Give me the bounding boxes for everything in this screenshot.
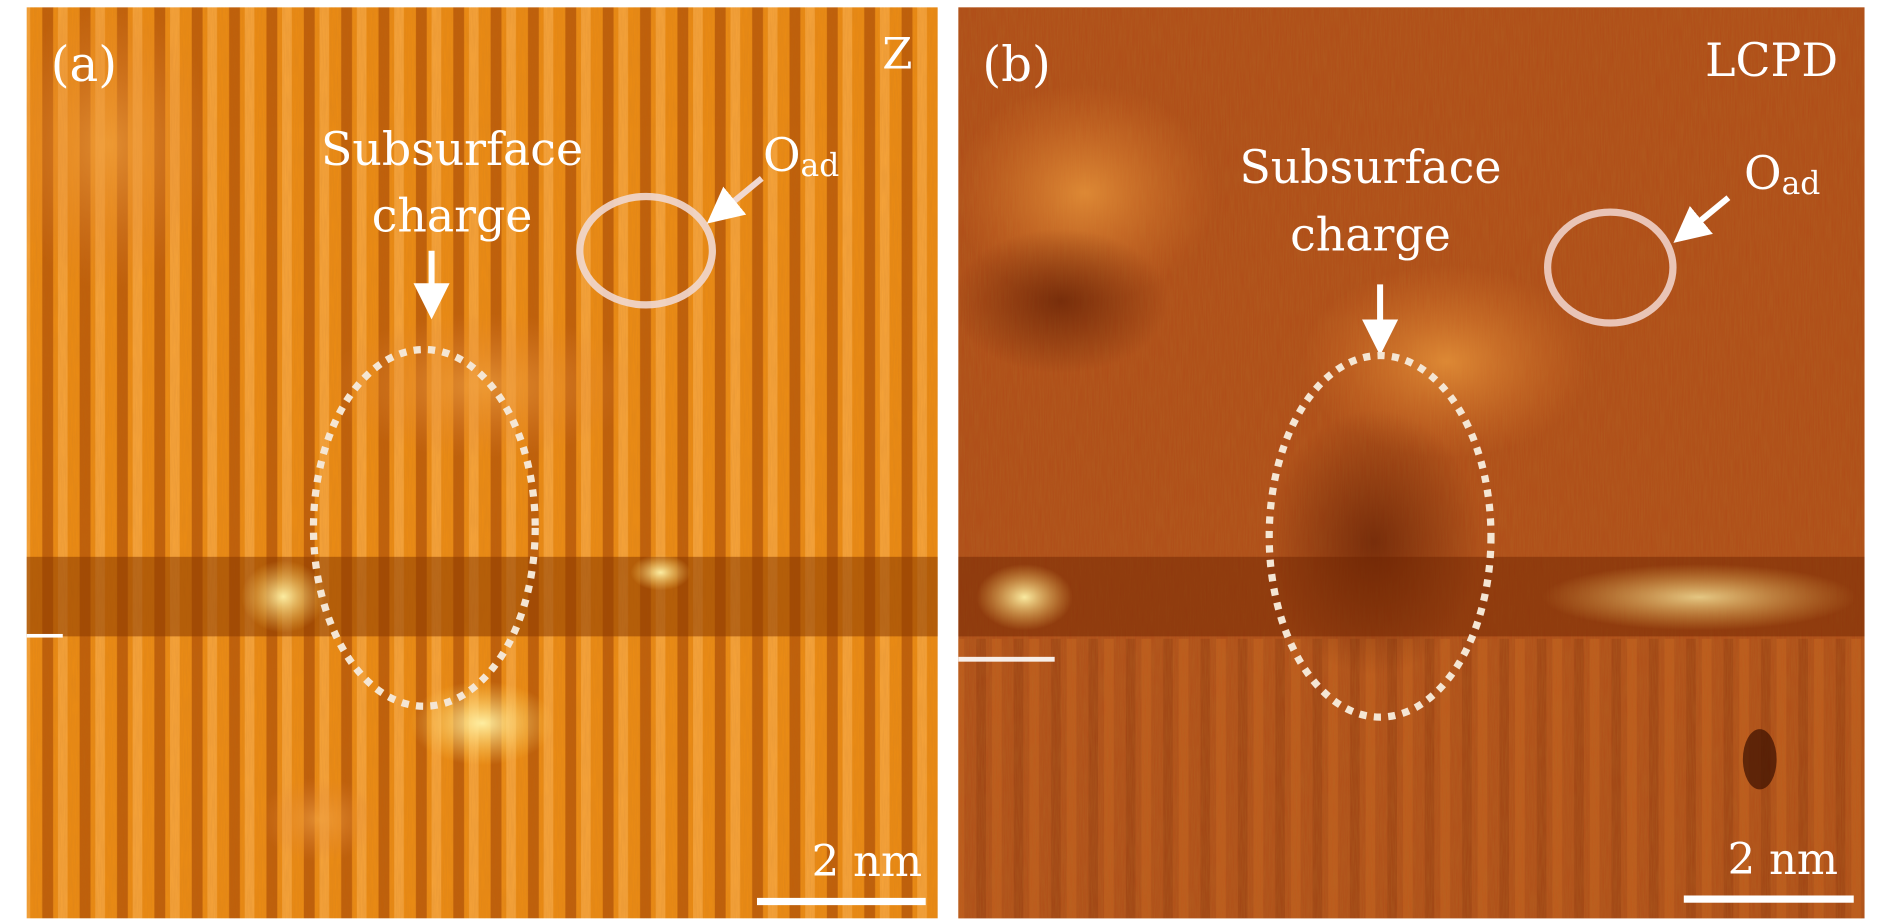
arrow-icon — [706, 176, 764, 224]
oad-circle — [576, 192, 717, 309]
oad-circle — [1543, 208, 1677, 327]
panel-b-scale-label: 2 nm — [1728, 835, 1838, 885]
arrow-icon — [1673, 195, 1731, 243]
panel-a-annotations: (a) Z Subsurface charge Oad 2 nm — [51, 30, 926, 906]
panel-a-charge-label: charge — [372, 188, 533, 242]
panel-b-label: (b) — [982, 37, 1050, 93]
panel-b-annotations: (b) LCPD Subsurface charge Oad 2 nm — [982, 33, 1854, 903]
panel-a-scale-label: 2 nm — [812, 837, 922, 887]
panel-b-channel: LCPD — [1705, 33, 1838, 87]
panel-a-channel: Z — [882, 30, 912, 80]
subsurface-charge-ellipse — [309, 345, 539, 710]
panel-a-subsurface-label: Subsurface — [321, 122, 583, 176]
panel-a-label: (a) — [51, 37, 117, 93]
panel-a-oad-label: Oad — [763, 128, 839, 184]
panel-b-lcpd-image — [958, 7, 1865, 919]
subsurface-charge-ellipse — [1265, 351, 1495, 721]
panel-b-oad-label: Oad — [1744, 146, 1820, 202]
panel-b-scale-bar — [1683, 895, 1854, 903]
panel-a-z-image — [26, 7, 938, 919]
panel-a-scale-bar — [756, 897, 926, 906]
panel-b-subsurface-label: Subsurface — [1239, 140, 1501, 194]
panel-b-charge-label: charge — [1290, 208, 1451, 262]
